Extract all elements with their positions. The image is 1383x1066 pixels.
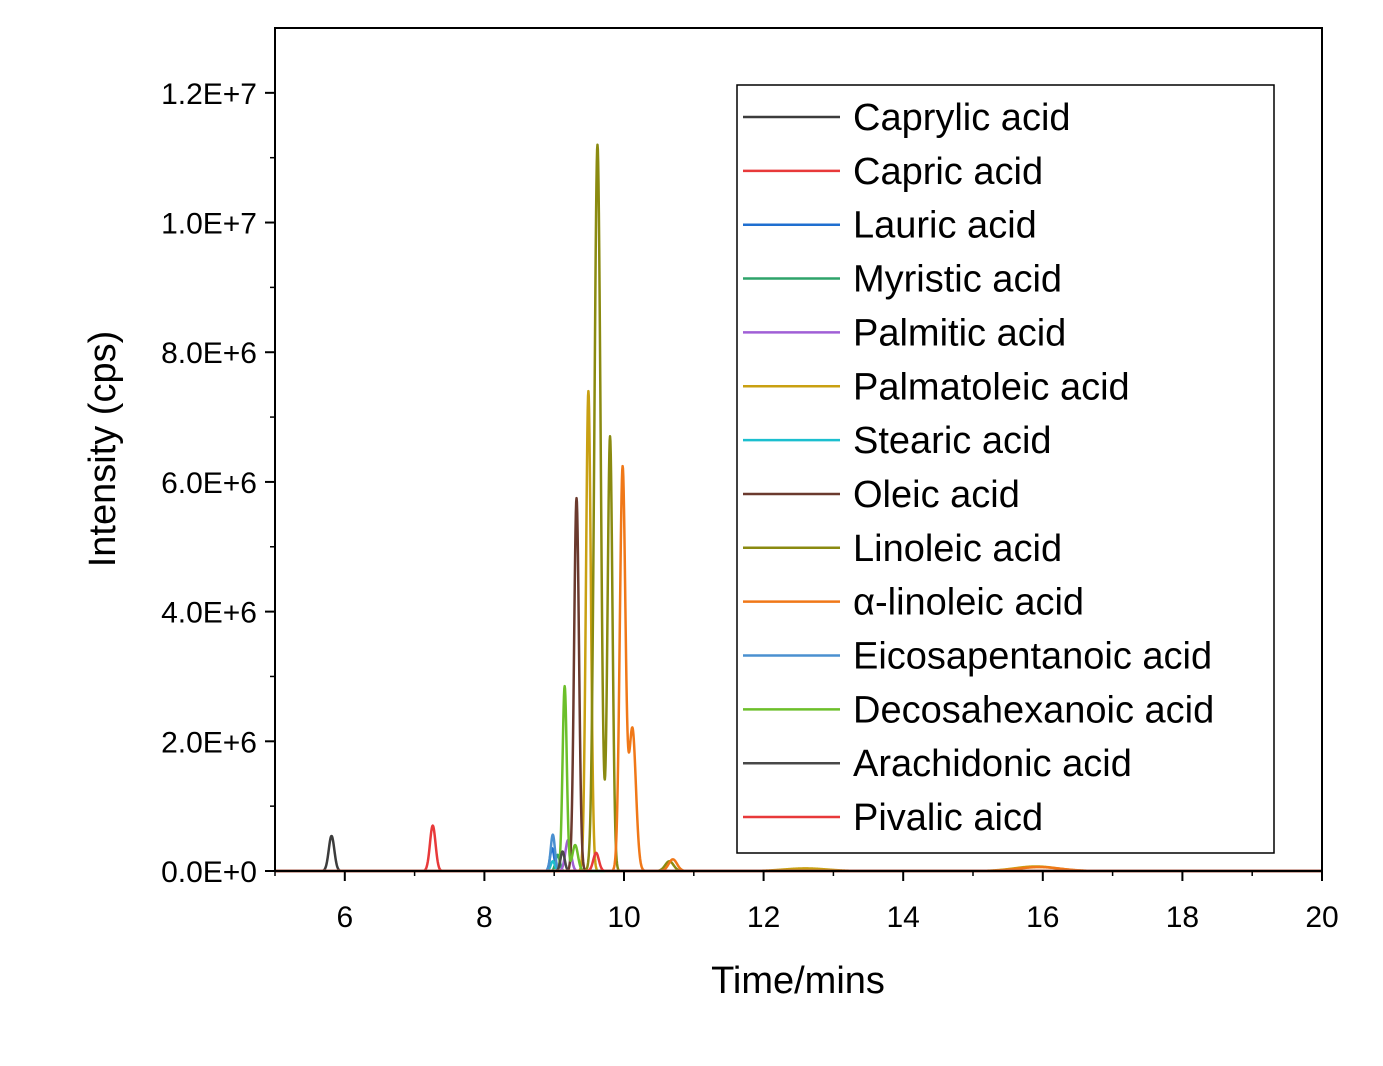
x-tick-labels: 6 8 10 12 14 16 18 20 xyxy=(336,901,1338,934)
legend-label-2: Lauric acid xyxy=(853,205,1037,247)
legend-items: Caprylic acid Capric acid Lauric acid Myris… xyxy=(743,97,1214,839)
legend-label-4: Palmitic acid xyxy=(853,312,1066,354)
plot-frame xyxy=(274,27,1323,872)
legend-label-13: Pivalic aicd xyxy=(853,797,1043,839)
x-tick-label: 14 xyxy=(887,901,920,934)
legend-label-6: Stearic acid xyxy=(853,420,1052,462)
y-tick-label: 2.0E+6 xyxy=(161,726,257,759)
axis-ticks xyxy=(265,91,1323,881)
x-tick-label: 10 xyxy=(607,901,640,934)
y-tick-labels: 0.0E+0 2.0E+6 4.0E+6 6.0E+6 8.0E+6 1.0E+7 1.2E… xyxy=(161,78,257,889)
x-tick-label: 12 xyxy=(747,901,780,934)
x-axis-label: Time/mins xyxy=(711,960,885,1002)
x-tick-label: 18 xyxy=(1166,901,1199,934)
y-tick-label: 4.0E+6 xyxy=(161,597,257,630)
legend-label-1: Capric acid xyxy=(853,151,1043,193)
y-axis-label: Intensity (cps) xyxy=(82,331,124,568)
x-tick-label: 8 xyxy=(476,901,493,934)
x-tick-label: 20 xyxy=(1305,901,1338,934)
legend-label-5: Palmatoleic acid xyxy=(853,366,1130,408)
legend-label-11: Decosahexanoic acid xyxy=(853,689,1214,731)
y-tick-label: 0.0E+0 xyxy=(161,856,257,889)
x-tick-label: 6 xyxy=(336,901,353,934)
legend-label-12: Arachidonic acid xyxy=(853,743,1132,785)
legend-label-8: Linoleic acid xyxy=(853,528,1062,570)
y-tick-label: 6.0E+6 xyxy=(161,467,257,500)
legend-label-0: Caprylic acid xyxy=(853,97,1071,139)
y-tick-label: 8.0E+6 xyxy=(161,337,257,370)
legend: Caprylic acid Capric acid Lauric acid Myris… xyxy=(736,84,1275,854)
legend-label-9: α-linoleic acid xyxy=(853,582,1084,624)
legend-label-10: Eicosapentanoic acid xyxy=(853,636,1212,678)
legend-label-3: Myristic acid xyxy=(853,259,1062,301)
y-tick-label: 1.0E+7 xyxy=(161,208,257,241)
y-tick-label: 1.2E+7 xyxy=(161,78,257,111)
legend-label-7: Oleic acid xyxy=(853,474,1020,516)
legend-frame xyxy=(736,84,1275,854)
x-tick-label: 16 xyxy=(1026,901,1059,934)
